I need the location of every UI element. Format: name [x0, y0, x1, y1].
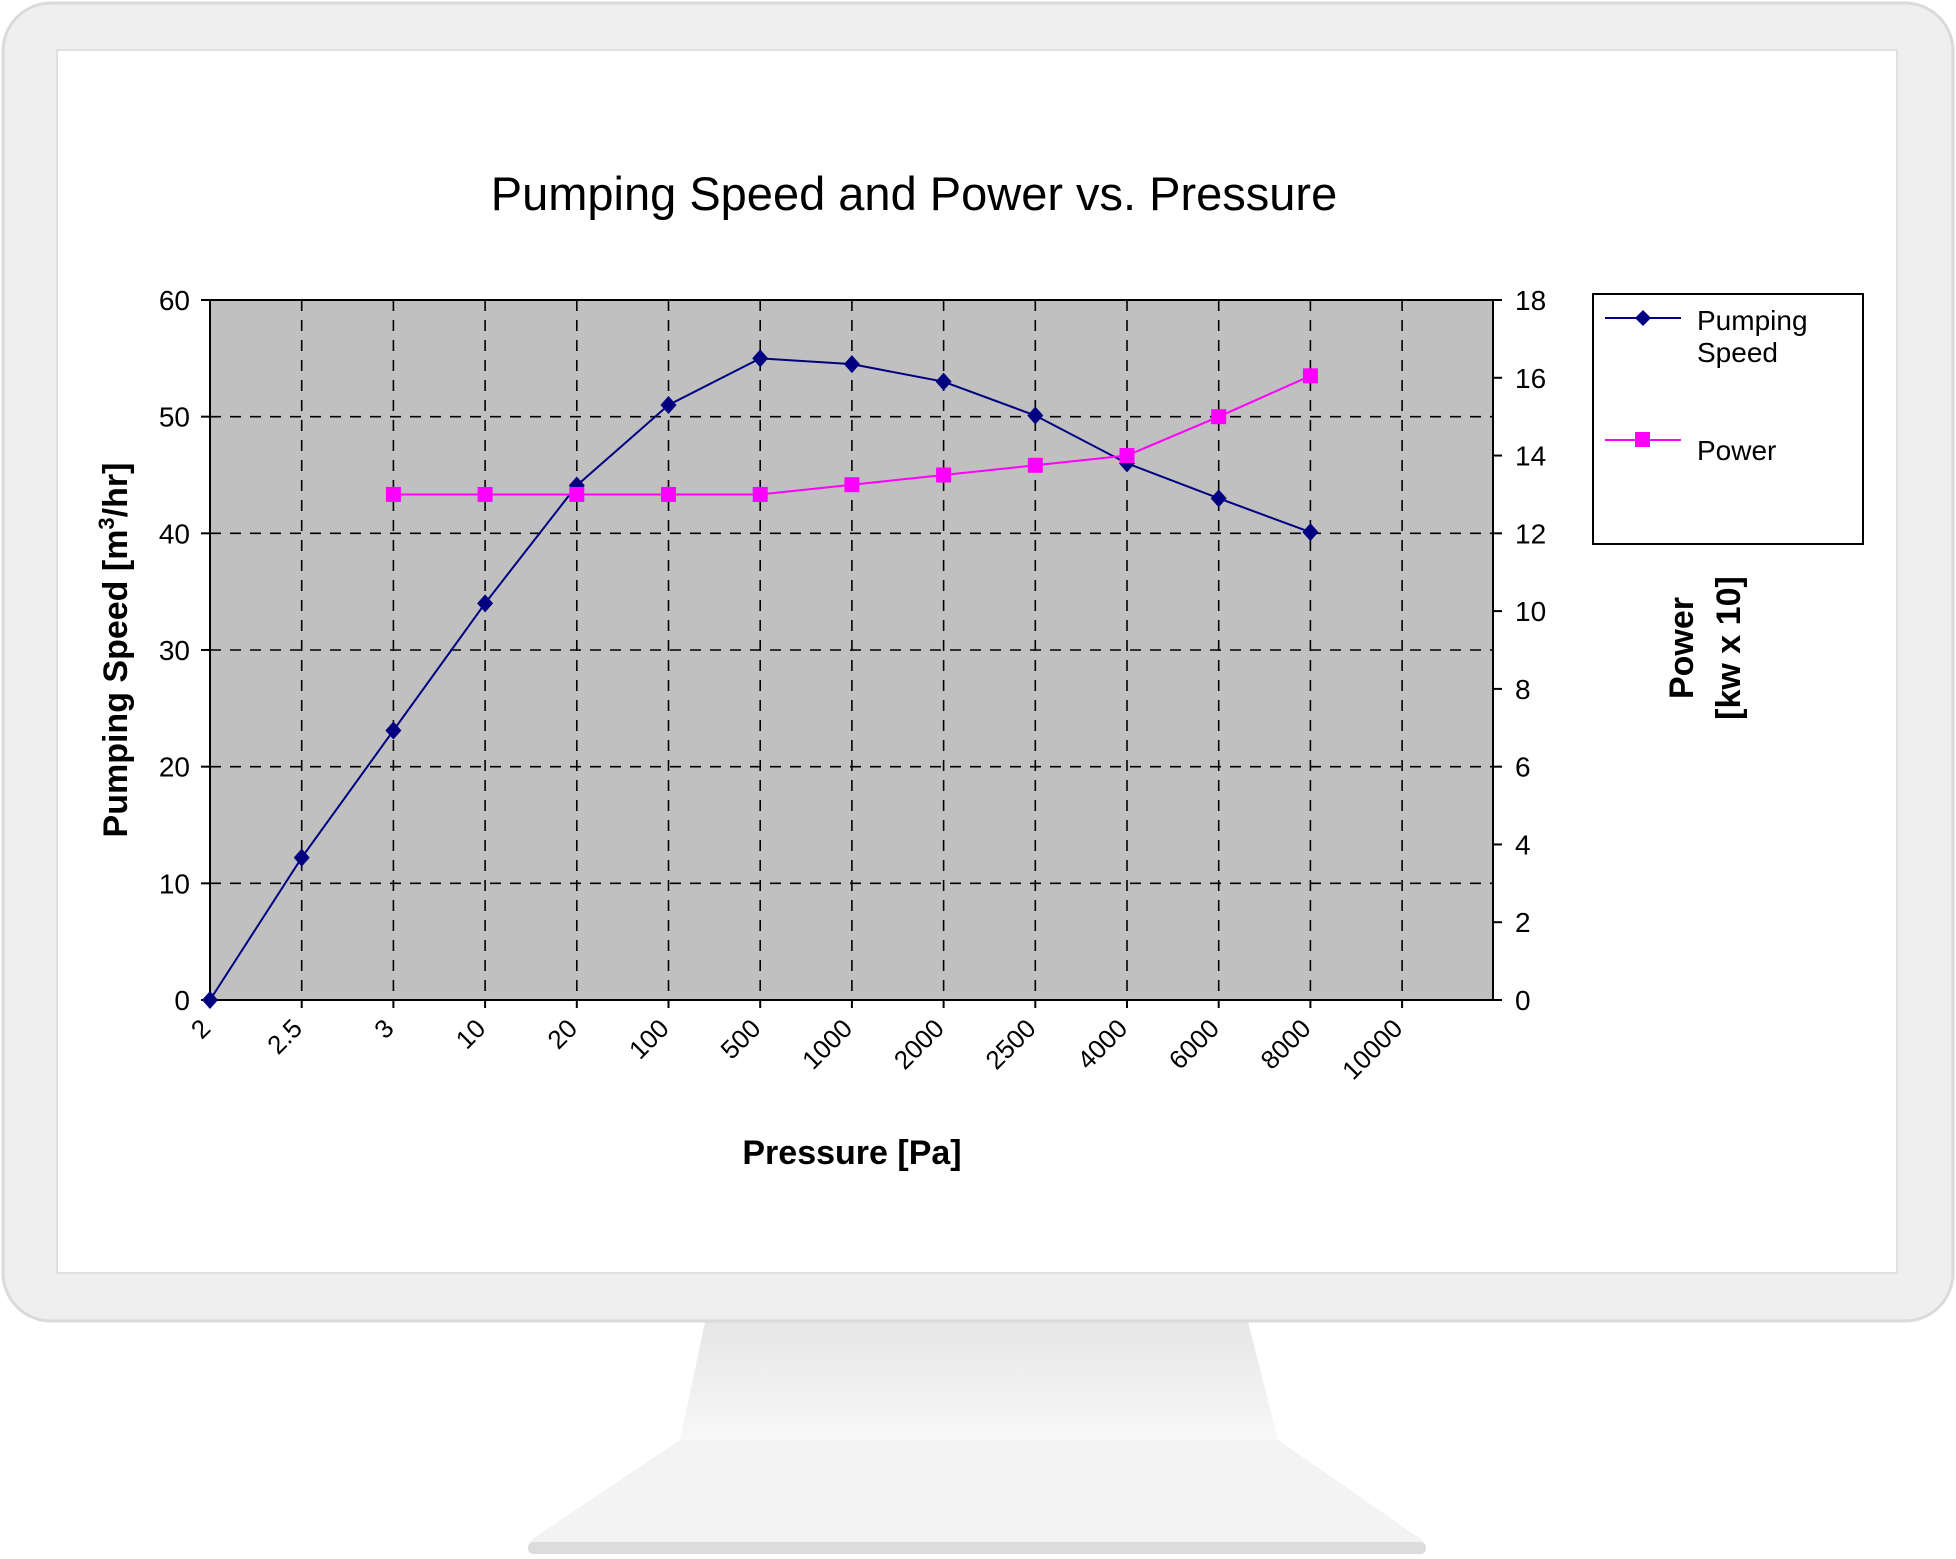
y-left-tick-label: 40	[159, 518, 190, 549]
data-point-power	[936, 467, 952, 483]
legend: Pumping Speed Power	[1592, 293, 1864, 545]
data-point-pumping-speed	[477, 594, 494, 613]
y-right-tick-label: 12	[1515, 518, 1546, 549]
data-point-pumping-speed	[1210, 489, 1227, 508]
data-point-pumping-speed	[385, 721, 402, 740]
y-right-tick-label: 6	[1515, 752, 1531, 783]
y-right-tick-label: 14	[1515, 441, 1546, 472]
y-left-tick-label: 0	[174, 985, 190, 1016]
y-left-tick-label: 30	[159, 635, 190, 666]
monitor-stand-base	[528, 1440, 1425, 1542]
data-point-power	[1027, 457, 1043, 473]
data-point-pumping-speed	[752, 349, 769, 368]
y-axis-left-title: Pumping Speed [m3/hr]	[94, 463, 135, 838]
legend-label-power: Power	[1697, 435, 1776, 466]
legend-label-pumping-speed-line2: Speed	[1697, 337, 1778, 368]
series-layer	[202, 349, 1319, 1009]
data-point-power	[1211, 409, 1227, 425]
y-right-tick-label: 10	[1515, 596, 1546, 627]
y-axis-right-title-line2: [kw x 10]	[1710, 576, 1748, 720]
y-right-tick-label: 16	[1515, 363, 1546, 394]
monitor-stand-neck	[680, 1322, 1278, 1440]
data-point-power	[844, 477, 860, 493]
data-point-power	[569, 486, 585, 502]
data-point-pumping-speed	[843, 355, 860, 374]
monitor-stand-foot	[528, 1542, 1426, 1554]
y-axis-left-title-tail: /hr]	[97, 463, 135, 518]
y-axis-left-title-main: Pumping Speed [m	[97, 530, 135, 838]
data-point-pumping-speed	[293, 848, 310, 867]
data-point-power	[1302, 368, 1318, 384]
x-axis-title: Pressure [Pa]	[742, 1134, 961, 1172]
data-point-pumping-speed	[660, 396, 677, 414]
data-point-pumping-speed	[1302, 523, 1319, 542]
data-point-pumping-speed	[935, 372, 952, 391]
y-axis-left-title-sup: 3	[94, 517, 119, 529]
data-point-power	[1119, 448, 1135, 464]
y-right-tick-label: 0	[1515, 985, 1531, 1016]
y-left-tick-label: 50	[159, 402, 190, 433]
legend-marker-pumping-speed	[1635, 310, 1651, 326]
data-point-power	[752, 486, 768, 502]
chart-title: Pumping Speed and Power vs. Pressure	[491, 167, 1337, 220]
data-point-pumping-speed	[1027, 406, 1044, 425]
y-axis-right-title-line1: Power	[1663, 597, 1701, 699]
data-point-power	[661, 486, 676, 502]
y-right-tick-label: 2	[1515, 907, 1531, 938]
data-point-power	[385, 486, 401, 502]
y-left-tick-label: 20	[159, 752, 190, 783]
y-right-tick-label: 18	[1515, 285, 1546, 316]
data-point-power	[477, 486, 493, 502]
legend-box	[1592, 293, 1864, 545]
legend-label-pumping-speed-line1: Pumping	[1697, 305, 1808, 336]
gridlines	[210, 300, 1493, 1000]
y-right-tick-label: 8	[1515, 674, 1531, 705]
y-right-tick-label: 4	[1515, 829, 1531, 860]
y-left-tick-label: 10	[159, 868, 190, 899]
data-point-pumping-speed	[202, 991, 218, 1009]
y-left-tick-label: 60	[159, 285, 190, 316]
legend-marker-power	[1635, 432, 1650, 447]
